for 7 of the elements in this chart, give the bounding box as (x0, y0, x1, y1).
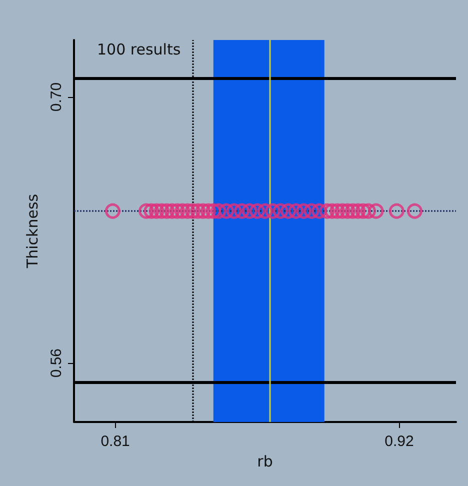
annotation: 100 results (97, 40, 181, 58)
x-tick-label: 0.92 (384, 433, 414, 450)
x-axis-title: rb (257, 452, 273, 470)
y-tick-label: 0.56 (48, 348, 65, 378)
y-axis-title: Thickness (24, 194, 42, 270)
x-tick-label: 0.81 (100, 433, 130, 450)
y-tick-label: 0.70 (48, 82, 65, 112)
